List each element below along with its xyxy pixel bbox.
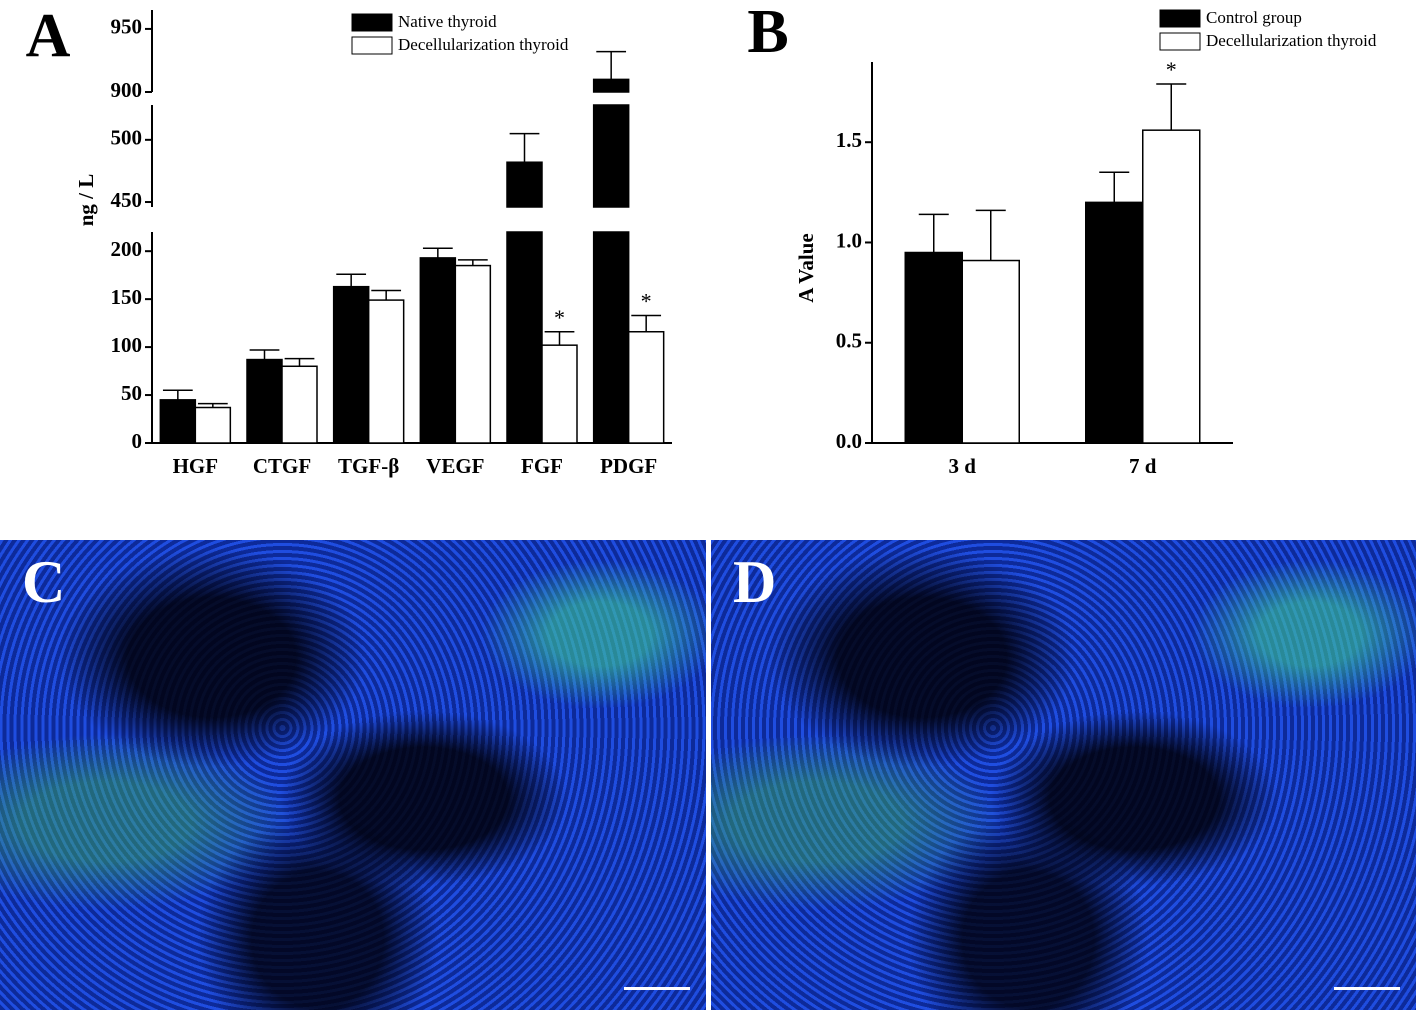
y-tick-label: 50 (121, 381, 142, 405)
y-tick-label: 150 (111, 285, 143, 309)
error-bar (1156, 83, 1187, 131)
y-tick-label: 200 (111, 237, 143, 261)
legend-label: Decellularization thyroid (398, 35, 569, 54)
y-tick-label: 0.5 (836, 329, 862, 353)
error-bar (249, 349, 280, 360)
micrograph: D (711, 540, 1416, 1010)
significance: * (554, 305, 565, 330)
y-tick-label: 500 (111, 126, 143, 150)
legend-swatch (1159, 9, 1201, 28)
panel-label: A (26, 2, 71, 70)
significance: * (641, 288, 652, 313)
bar (332, 285, 370, 444)
x-tick-label: VEGF (426, 454, 484, 478)
bar (367, 299, 405, 444)
bar (592, 231, 630, 444)
panel-label: C (22, 549, 66, 615)
y-axis-title: ng / L (74, 174, 98, 227)
bar (961, 259, 1020, 444)
x-tick-label: FGF (521, 454, 563, 478)
y-tick-label: 900 (111, 78, 143, 102)
y-axis-title: A Value (794, 233, 818, 302)
error-bar (162, 389, 193, 400)
error-bar (336, 273, 367, 287)
error-bar (596, 50, 627, 80)
error-bar (509, 132, 540, 163)
legend-label: Control group (1206, 8, 1302, 27)
scale-bar (624, 987, 690, 990)
panel-label: B (747, 0, 788, 66)
bar (419, 257, 457, 444)
x-tick-label: CTGF (253, 454, 311, 478)
charts: Ang / L 0 50 100 150 200 450 500 900 950 HGF CTGF TG… (26, 0, 1377, 478)
error-bar (918, 213, 949, 253)
error-bar (1099, 171, 1130, 203)
panel-label: D (733, 549, 777, 615)
y-tick-label: 0 (132, 429, 143, 453)
error-bar (284, 357, 315, 367)
legend-swatch (351, 13, 393, 32)
error-bar (457, 259, 488, 266)
x-tick-label: PDGF (600, 454, 657, 478)
bar (281, 365, 318, 444)
bar (1142, 129, 1201, 444)
bar (592, 104, 630, 208)
bar (454, 264, 492, 444)
legend-label: Native thyroid (398, 12, 497, 31)
bar (246, 358, 283, 444)
error-bar (631, 314, 662, 332)
error-bar (197, 402, 228, 408)
x-tick-label: 7 d (1129, 454, 1157, 478)
bar (592, 78, 630, 93)
bar (541, 344, 578, 444)
significance: * (1166, 57, 1177, 82)
bar (159, 399, 197, 444)
bar (904, 251, 963, 444)
scale-bar (1334, 987, 1400, 990)
x-tick-label: HGF (173, 454, 219, 478)
bar (194, 406, 232, 444)
y-tick-label: 0.0 (836, 429, 862, 453)
bar (506, 161, 543, 208)
y-tick-label: 450 (111, 188, 143, 212)
bar (627, 330, 665, 444)
micrograph: C (0, 540, 706, 1010)
bar (1085, 201, 1144, 444)
x-tick-label: 3 d (949, 454, 977, 478)
error-bar (422, 247, 453, 258)
legend-swatch (351, 36, 393, 55)
bar (506, 231, 543, 444)
y-tick-label: 1.5 (836, 128, 862, 152)
error-bar (544, 330, 575, 346)
y-tick-label: 950 (111, 15, 143, 39)
error-bar (371, 289, 402, 301)
y-tick-label: 1.0 (836, 228, 862, 252)
error-bar (975, 209, 1006, 261)
legend-label: Decellularization thyroid (1206, 31, 1377, 50)
x-tick-label: TGF-β (338, 454, 399, 478)
legend-swatch (1159, 32, 1201, 51)
y-tick-label: 100 (111, 333, 143, 357)
